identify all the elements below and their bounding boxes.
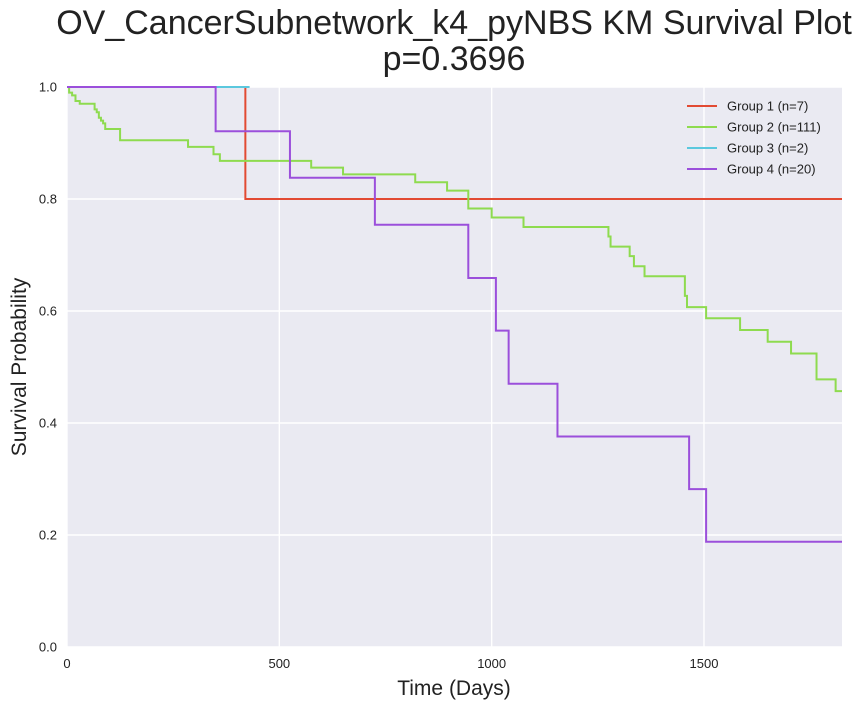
series-line-group-4 (67, 86, 842, 543)
tick-labels: 0 500 1000 1500 0.0 0.2 0.4 0.6 0.8 1.0 (39, 80, 719, 672)
series-line-group-2 (67, 86, 842, 393)
y-tick-label: 0.0 (39, 640, 57, 655)
y-tick-label: 1.0 (39, 80, 57, 95)
x-axis-label: Time (Days) (397, 677, 511, 700)
legend: Group 1 (n=7) Group 2 (n=111) Group 3 (n=2… (687, 99, 821, 177)
chart-subtitle: p=0.3696 (383, 40, 526, 78)
chart-title: OV_CancerSubnetwork_k4_pyNBS KM Survival… (56, 4, 852, 42)
legend-label: Group 4 (n=20) (727, 162, 816, 177)
x-tick-label: 1000 (477, 656, 506, 671)
x-tick-label: 1500 (690, 656, 719, 671)
series-lines (67, 86, 842, 543)
y-tick-label: 0.2 (39, 528, 57, 543)
legend-label: Group 2 (n=111) (727, 120, 821, 135)
plot-area (67, 87, 842, 647)
x-tick-label: 0 (63, 656, 70, 671)
y-tick-label: 0.6 (39, 304, 57, 319)
y-tick-label: 0.8 (39, 192, 57, 207)
legend-label: Group 1 (n=7) (727, 99, 808, 114)
y-tick-label: 0.4 (39, 416, 57, 431)
y-axis-label: Survival Probability (8, 277, 31, 456)
x-tick-label: 500 (268, 656, 290, 671)
legend-label: Group 3 (n=2) (727, 141, 808, 156)
